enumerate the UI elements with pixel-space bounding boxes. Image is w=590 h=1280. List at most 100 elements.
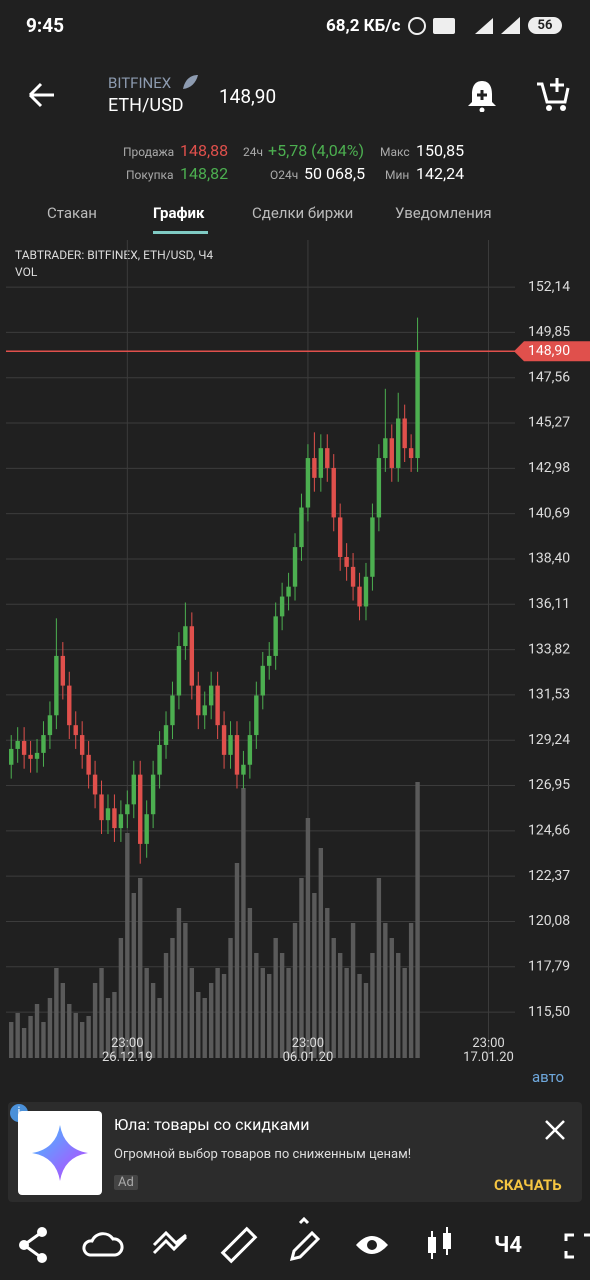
last-price-label: 148,90 bbox=[528, 343, 570, 359]
volume-bar bbox=[228, 938, 233, 1058]
stat-value: 50 068,5 bbox=[304, 164, 366, 183]
fullscreen-button[interactable] bbox=[564, 1233, 590, 1259]
volume-bar bbox=[9, 1022, 14, 1058]
ad-badge: Ad bbox=[114, 1175, 138, 1190]
volume-bar bbox=[176, 908, 182, 1058]
stat-label: Покупка bbox=[126, 168, 174, 182]
volume-bar bbox=[254, 953, 259, 1058]
draw-button[interactable] bbox=[289, 1216, 321, 1262]
pair: ETH/USD bbox=[108, 95, 184, 116]
stat-value: +5,78 (4,04%) bbox=[268, 141, 365, 160]
volume-bar bbox=[15, 1013, 20, 1058]
candle-body bbox=[73, 725, 78, 736]
tab-active[interactable]: График bbox=[153, 204, 205, 222]
candle-body bbox=[92, 774, 98, 795]
volume-bar bbox=[138, 878, 143, 1058]
y-tick-label: 115,50 bbox=[528, 1004, 570, 1020]
candle-body bbox=[234, 735, 240, 775]
candle-body bbox=[125, 804, 130, 815]
scale-mode[interactable]: авто bbox=[532, 1068, 565, 1086]
back-button[interactable] bbox=[26, 80, 58, 110]
volume-bar bbox=[112, 992, 117, 1058]
timeframe-button[interactable]: Ч4 bbox=[494, 1233, 522, 1258]
volume-bar bbox=[21, 1028, 27, 1058]
volume-bar bbox=[73, 1013, 78, 1058]
tab[interactable]: Уведомления bbox=[395, 204, 492, 222]
status-icons bbox=[408, 16, 520, 35]
exchange-logo bbox=[183, 75, 198, 89]
candle-body bbox=[228, 735, 233, 755]
candle-body bbox=[15, 741, 20, 749]
cloud-button[interactable] bbox=[82, 1232, 124, 1257]
battery: 56 bbox=[528, 17, 562, 34]
volume-bar bbox=[350, 923, 356, 1058]
candle-body bbox=[383, 438, 388, 459]
indicator-button[interactable] bbox=[152, 1230, 188, 1255]
y-tick-label: 124,66 bbox=[528, 823, 570, 839]
candle-body bbox=[221, 725, 227, 755]
candle-body bbox=[163, 725, 169, 745]
volume-bar bbox=[28, 1016, 33, 1058]
candle-body bbox=[60, 655, 66, 686]
candle-body bbox=[47, 715, 53, 736]
header-price: 148,90 bbox=[219, 85, 277, 108]
stat-label: О24ч bbox=[270, 168, 299, 182]
candle-body bbox=[86, 754, 91, 775]
share-button[interactable] bbox=[19, 1227, 47, 1263]
candle-body bbox=[350, 566, 356, 587]
volume-bar bbox=[241, 788, 246, 1058]
ad-banner[interactable]: i Юла: товары со скидками Огромной выбор… bbox=[8, 1102, 582, 1202]
volume-bar bbox=[157, 998, 162, 1058]
add-to-cart-button[interactable] bbox=[535, 76, 571, 112]
candle-body bbox=[41, 735, 46, 753]
candle-body bbox=[183, 626, 188, 647]
volume-bar bbox=[331, 938, 336, 1058]
candle-body bbox=[318, 448, 324, 478]
tab[interactable]: Сделки биржи bbox=[252, 204, 354, 222]
stat-label: Продажа bbox=[123, 145, 175, 159]
candle-body bbox=[344, 556, 349, 567]
stat-value: 148,88 bbox=[180, 141, 229, 160]
candle-body bbox=[79, 735, 85, 755]
y-tick-label: 117,79 bbox=[528, 958, 570, 974]
volume-bar bbox=[183, 923, 188, 1058]
volume-bar bbox=[318, 848, 324, 1058]
x-tick-label: 23:00 06.01.20 bbox=[282, 1036, 334, 1065]
candle-body bbox=[402, 418, 407, 449]
volume-bar bbox=[105, 998, 111, 1058]
volume-bar bbox=[299, 878, 304, 1058]
tab[interactable]: Стакан bbox=[47, 204, 97, 222]
volume-bar bbox=[286, 968, 291, 1058]
alert-button[interactable] bbox=[466, 78, 498, 112]
volume-bar bbox=[344, 968, 349, 1058]
candle-body bbox=[202, 705, 207, 716]
toolbar: Ч4 bbox=[19, 1216, 590, 1264]
volume-bar bbox=[196, 992, 201, 1058]
candle-body bbox=[363, 576, 369, 607]
volume-bar bbox=[189, 968, 195, 1058]
volume-bar bbox=[215, 968, 220, 1058]
ruler-button[interactable] bbox=[220, 1226, 258, 1264]
volume-bar bbox=[260, 968, 265, 1058]
ad-close[interactable] bbox=[543, 1118, 567, 1142]
volume-bar bbox=[99, 968, 104, 1058]
y-tick-label: 149,85 bbox=[528, 324, 570, 340]
y-tick-label: 126,95 bbox=[528, 777, 570, 793]
ad-action[interactable]: СКАЧАТЬ bbox=[494, 1176, 562, 1194]
volume-bar bbox=[408, 923, 414, 1058]
stat-label: Макс bbox=[380, 145, 410, 159]
candle-body bbox=[131, 774, 136, 805]
candle-body bbox=[357, 586, 362, 607]
volume-bar bbox=[337, 953, 343, 1058]
candle-body bbox=[157, 744, 162, 775]
volume-bar bbox=[383, 923, 388, 1058]
candle-body bbox=[118, 814, 124, 829]
candle-type-button[interactable] bbox=[428, 1227, 451, 1259]
candle-body bbox=[279, 596, 285, 617]
visibility-button[interactable] bbox=[356, 1236, 388, 1254]
volume-bar bbox=[118, 938, 124, 1058]
volume-bar bbox=[67, 1004, 72, 1058]
candle-body bbox=[208, 685, 214, 706]
candle-body bbox=[112, 808, 117, 829]
